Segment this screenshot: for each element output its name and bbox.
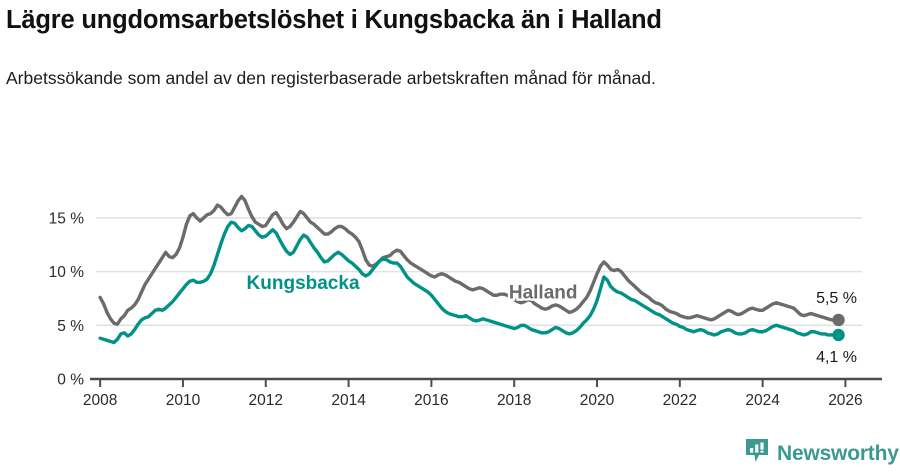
series-annotation-halland: Halland [509, 282, 578, 303]
x-axis-tick-label: 2008 [83, 392, 117, 409]
x-axis-tick-labels: 2008 2010 2012 2014 2016 2018 2020 2022 2024 2026 [83, 392, 863, 409]
gridlines [96, 217, 862, 327]
x-axis [90, 377, 882, 387]
x-axis-tick-label: 2010 [166, 392, 201, 409]
x-axis-tick-label: 2020 [580, 392, 615, 409]
series-end-dot-kungsbacka [832, 328, 845, 342]
end-label-kungsbacka: 4,1 % [816, 349, 857, 366]
logo-wordmark: Newsworthy [777, 441, 899, 465]
series-lines [98, 194, 841, 345]
x-axis-tick-label: 2026 [828, 392, 862, 409]
newsworthy-logo[interactable]: Newsworthy [744, 437, 899, 470]
x-axis-tick-label: 2018 [497, 392, 531, 409]
y-axis-tick-labels: 0 % 5 % 10 % 15 % [49, 210, 85, 388]
x-axis-tick-label: 2012 [249, 392, 283, 409]
series-end-labels: 5,5 % 4,1 % [816, 290, 857, 366]
x-axis-tick-label: 2016 [414, 392, 448, 409]
x-axis-tick-label: 2022 [663, 392, 697, 409]
series-annotation-kungsbacka: Kungsbacka [247, 273, 360, 294]
bar-chart-bubble-icon [744, 437, 770, 470]
y-axis-tick-label: 15 % [49, 210, 85, 227]
x-axis-tick-label: 2024 [745, 392, 780, 409]
x-axis-tick-label: 2014 [331, 392, 366, 409]
series-end-markers [832, 313, 845, 342]
series-line-halland [98, 194, 841, 326]
chart-subtitle: Arbetssökande som andel av den registerb… [6, 68, 656, 88]
series-end-dot-halland [832, 313, 845, 327]
series-line-kungsbacka [98, 220, 841, 345]
end-label-halland: 5,5 % [816, 290, 857, 307]
y-axis-tick-label: 5 % [57, 318, 84, 335]
page-title: Lägre ungdomsarbetslöshet i Kungsbacka ä… [6, 6, 662, 34]
y-axis-tick-label: 0 % [57, 372, 84, 389]
series-annotations: Kungsbacka Halland [244, 271, 579, 306]
y-axis-tick-label: 10 % [49, 264, 85, 281]
